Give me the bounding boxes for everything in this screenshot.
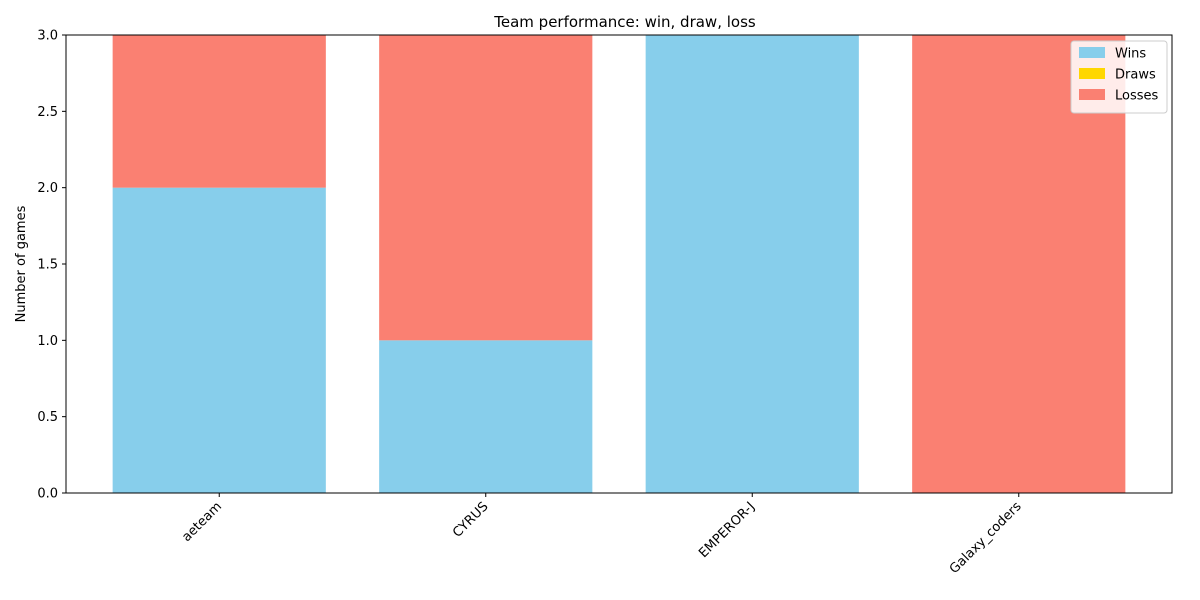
- y-tick-label: 1.5: [37, 258, 58, 273]
- x-tick-label: EMPEROR-J: [696, 499, 758, 561]
- plot-area: 0.0 0.5 1.0 1.5 2.0 2.5 3.0 aeteam CYRUS EMPEROR-…: [37, 29, 1173, 577]
- legend-swatch-wins: [1079, 47, 1105, 58]
- x-tick-label: aeteam: [179, 499, 225, 545]
- y-tick-label: 0.5: [37, 410, 58, 425]
- x-tick-label: Galaxy_coders: [947, 499, 1025, 577]
- y-tick-label: 0.0: [37, 487, 58, 502]
- y-tick-label: 2.5: [37, 105, 58, 120]
- legend-label-losses: Losses: [1115, 89, 1159, 104]
- bar-losses-cyrus: [379, 35, 593, 341]
- legend-label-wins: Wins: [1115, 47, 1146, 62]
- y-tick-label: 2.0: [37, 181, 58, 196]
- y-tick-label: 3.0: [37, 29, 58, 44]
- legend-label-draws: Draws: [1115, 68, 1156, 83]
- x-tick-label: CYRUS: [450, 499, 491, 540]
- bar-losses-aeteam: [112, 35, 326, 188]
- chart-title: Team performance: win, draw, loss: [493, 13, 756, 31]
- y-tick-label: 1.0: [37, 334, 58, 349]
- bar-wins-aeteam: [112, 187, 326, 493]
- legend: Wins Draws Losses: [1070, 40, 1168, 114]
- legend-swatch-losses: [1079, 89, 1105, 100]
- bar-wins-cyrus: [379, 340, 593, 493]
- legend-swatch-draws: [1079, 68, 1105, 79]
- bar-wins-emperor-j: [645, 35, 859, 493]
- y-axis-title: Number of games: [14, 205, 29, 322]
